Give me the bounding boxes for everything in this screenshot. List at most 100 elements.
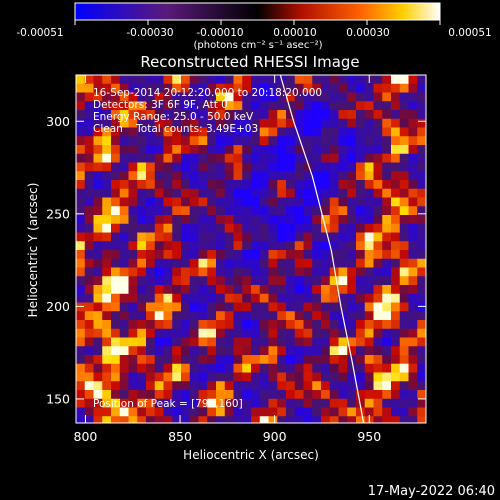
heatmap-cell <box>399 127 409 137</box>
heatmap-cell <box>391 92 401 102</box>
heatmap-cell <box>321 127 331 137</box>
heatmap-cell <box>93 381 103 391</box>
heatmap-cell <box>391 390 401 400</box>
heatmap-cell <box>119 250 129 260</box>
heatmap-cell <box>93 241 103 251</box>
heatmap-cell <box>198 232 208 242</box>
heatmap-cell <box>102 83 112 93</box>
heatmap-cell <box>181 381 191 391</box>
heatmap-cell <box>102 276 112 286</box>
heatmap-cell <box>172 398 182 408</box>
heatmap-cell <box>128 171 138 181</box>
heatmap-cell <box>119 171 129 181</box>
colorbar-tick-marks <box>74 20 441 25</box>
heatmap-cell <box>93 110 103 120</box>
heatmap-cell <box>198 328 208 338</box>
heatmap-cell <box>102 346 112 356</box>
heatmap-cell <box>189 337 199 347</box>
heatmap-cell <box>329 267 339 277</box>
heatmap-cell <box>233 276 243 286</box>
heatmap-cell <box>207 241 217 251</box>
heatmap-cell <box>382 162 392 172</box>
heatmap-cell <box>268 302 278 312</box>
heatmap-cell <box>233 197 243 207</box>
heatmap-cell <box>207 407 217 417</box>
heatmap-cell <box>417 372 426 382</box>
heatmap-cell <box>399 171 409 181</box>
heatmap-cell <box>102 407 112 417</box>
y-tick-label: 200 <box>46 299 70 314</box>
heatmap-cell <box>251 118 261 128</box>
heatmap-cell <box>233 407 243 417</box>
heatmap-cell <box>172 197 182 207</box>
heatmap-cell <box>391 75 401 85</box>
heatmap-cell <box>408 346 418 356</box>
heatmap-cell <box>93 407 103 417</box>
heatmap-cell <box>286 293 296 303</box>
heatmap-cell <box>119 363 129 373</box>
heatmap-cell <box>408 258 418 268</box>
heatmap-cell <box>233 75 243 85</box>
heatmap-cell <box>417 136 426 146</box>
heatmap-cell <box>163 311 173 321</box>
heatmap-cell <box>286 145 296 155</box>
heatmap-cell <box>338 258 348 268</box>
heatmap-cell <box>137 398 147 408</box>
annotation-detectors: Detectors: 3F 6F 9F, Att 0 <box>93 99 228 111</box>
heatmap-cell <box>198 346 208 356</box>
heatmap-cell <box>259 276 269 286</box>
heatmap-cell <box>93 232 103 242</box>
colorbar-gradient <box>74 2 441 21</box>
heatmap-cell <box>338 267 348 277</box>
heatmap-cell <box>172 390 182 400</box>
heatmap-cell <box>224 241 234 251</box>
heatmap-cell <box>391 355 401 365</box>
heatmap-cell <box>312 250 322 260</box>
heatmap-cell <box>408 83 418 93</box>
heatmap-cell <box>251 197 261 207</box>
heatmap-cell <box>207 215 217 225</box>
heatmap-cell <box>146 171 156 181</box>
heatmap-cell <box>294 83 304 93</box>
heatmap-cell <box>146 223 156 233</box>
heatmap-cell <box>119 337 129 347</box>
heatmap-cell <box>399 206 409 216</box>
heatmap-cell <box>356 232 366 242</box>
heatmap-cell <box>329 215 339 225</box>
heatmap-cell <box>356 188 366 198</box>
heatmap-cell <box>224 398 234 408</box>
heatmap-cell <box>391 145 401 155</box>
heatmap-cell <box>286 162 296 172</box>
heatmap-cell <box>294 145 304 155</box>
heatmap-cell <box>242 363 252 373</box>
heatmap-cell <box>154 337 164 347</box>
colorbar: -0.00051 -0.00030 -0.00010 0.00010 0.00030 0.… <box>16 2 492 51</box>
heatmap-cell <box>224 390 234 400</box>
heatmap-cell <box>364 118 374 128</box>
heatmap-cell <box>128 407 138 417</box>
heatmap-cell <box>198 363 208 373</box>
heatmap-cell <box>364 398 374 408</box>
heatmap-cell <box>347 416 357 423</box>
heatmap-cell <box>286 416 296 423</box>
heatmap-cell <box>417 162 426 172</box>
heatmap-cell <box>268 381 278 391</box>
heatmap-cell <box>347 145 357 155</box>
heatmap-cell <box>268 241 278 251</box>
heatmap-cell <box>408 267 418 277</box>
heatmap-cell <box>224 381 234 391</box>
heatmap-cell <box>137 250 147 260</box>
heatmap-cell <box>268 311 278 321</box>
heatmap-cell <box>111 162 121 172</box>
heatmap-cell <box>294 206 304 216</box>
heatmap-cell <box>277 355 287 365</box>
heatmap-cell <box>93 285 103 295</box>
heatmap-cell <box>216 390 226 400</box>
x-tick-labels: 800 850 900 950 <box>74 429 382 444</box>
heatmap-cell <box>329 311 339 321</box>
heatmap-cell <box>259 153 269 163</box>
heatmap-cell <box>294 153 304 163</box>
plot-frame <box>75 74 427 424</box>
heatmap-cell <box>356 162 366 172</box>
heatmap-cell <box>137 302 147 312</box>
